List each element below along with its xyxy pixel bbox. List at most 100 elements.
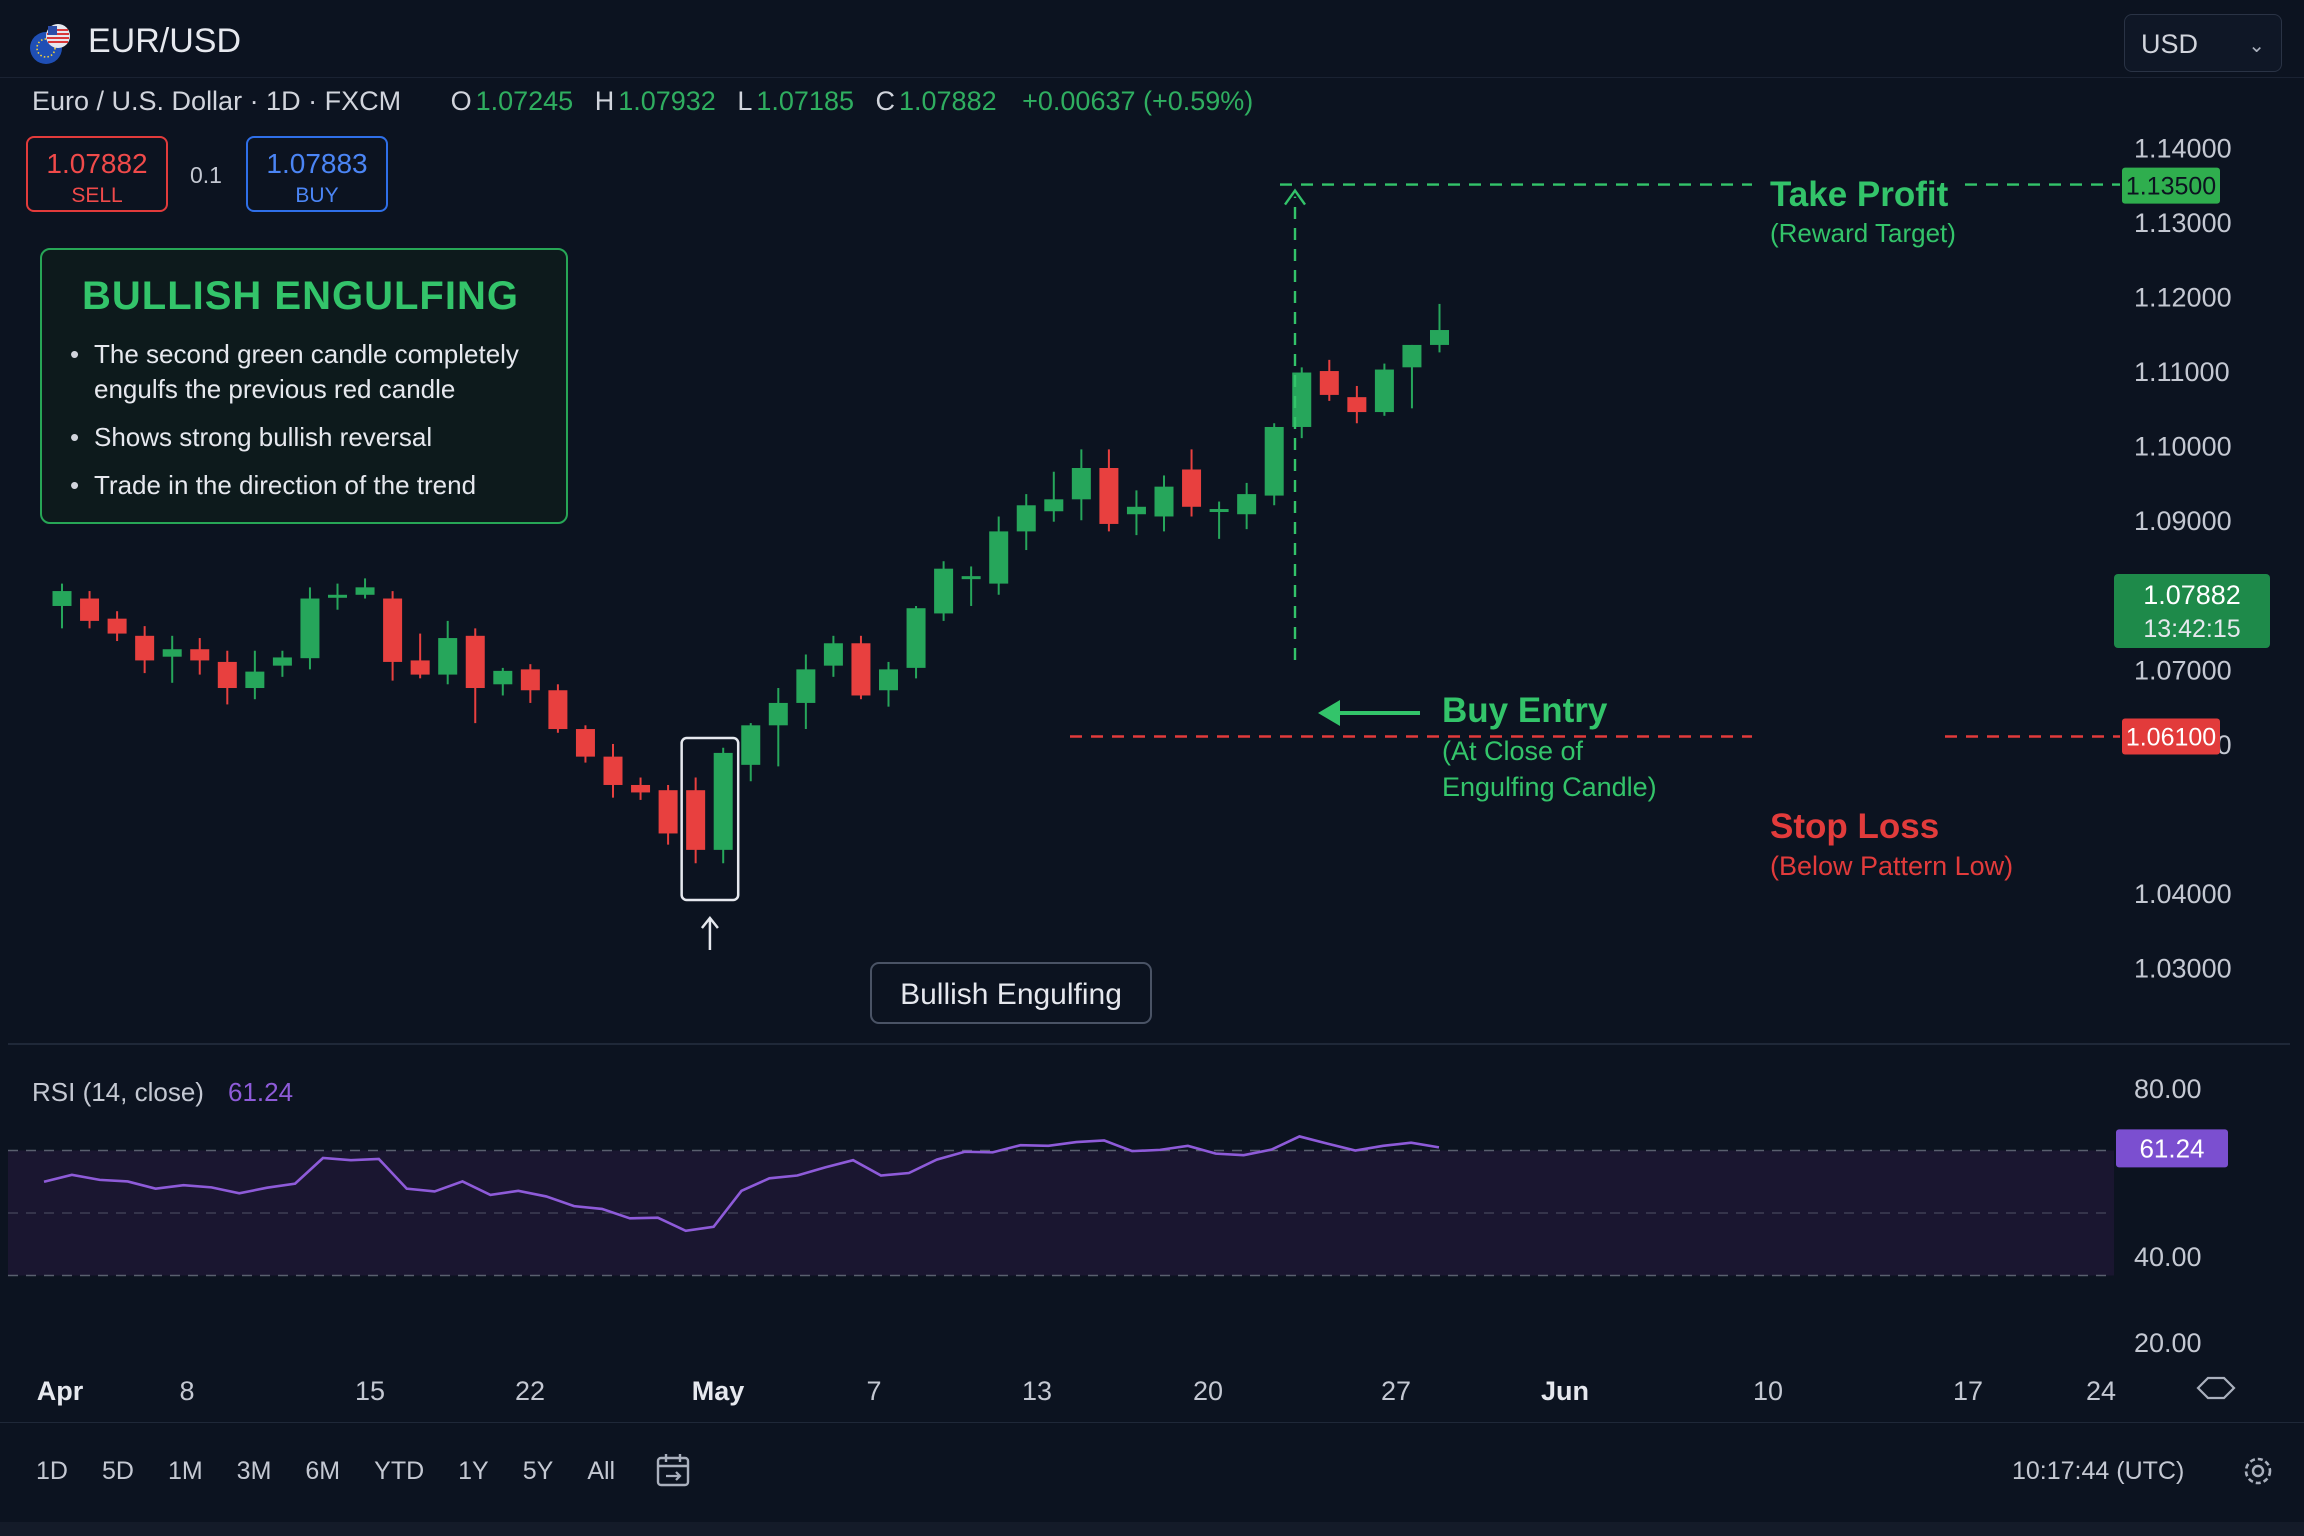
buy-label: BUY xyxy=(295,184,339,207)
time-axis-label: 17 xyxy=(1953,1376,1983,1406)
bullish-candle xyxy=(906,608,926,668)
pattern-bullet: The second green candle completely engul… xyxy=(70,337,550,407)
rsi-value-tag xyxy=(2116,1129,2228,1168)
range-ytd[interactable]: YTD xyxy=(374,1457,425,1485)
bullish-candle xyxy=(162,649,182,657)
range-1d[interactable]: 1D xyxy=(36,1457,68,1485)
currency-value: USD xyxy=(2141,29,2199,59)
buy-entry-subtitle: (At Close of xyxy=(1442,736,1584,766)
bullish-candle xyxy=(1264,426,1284,496)
symbol-title[interactable]: EUR/USD xyxy=(88,22,242,60)
bullish-candle xyxy=(1044,499,1064,512)
price-axis-label: 1.10000 xyxy=(2134,432,2232,462)
pattern-bullet: Shows strong bullish reversal xyxy=(70,420,550,455)
range-1y[interactable]: 1Y xyxy=(458,1457,489,1485)
bullish-candle xyxy=(713,752,733,850)
bullish-candle xyxy=(1374,369,1394,413)
range-5d[interactable]: 5D xyxy=(101,1457,134,1485)
low-value: 1.07185 xyxy=(756,86,854,116)
price-axis-label: 1.09000 xyxy=(2134,506,2232,536)
bearish-candle xyxy=(217,661,237,689)
calendar-goto-icon[interactable] xyxy=(654,1451,694,1491)
candle-countdown: 13:42:15 xyxy=(2143,615,2240,643)
time-axis-label: 27 xyxy=(1381,1376,1411,1406)
price-chart[interactable]: RSI (14, close) 61.24 Bullish Engulfing Ta… xyxy=(0,0,2304,1422)
rsi-axis-label: 20.00 xyxy=(2134,1328,2202,1358)
bullish-candle xyxy=(355,587,375,595)
bullish-candle xyxy=(796,669,816,703)
bullish-candle xyxy=(1402,344,1422,368)
time-axis-label: 10 xyxy=(1753,1376,1783,1406)
bearish-candle xyxy=(135,635,155,661)
high-label: H xyxy=(594,86,615,116)
time-axis-label: 8 xyxy=(179,1376,194,1406)
bullish-candle xyxy=(989,531,1009,584)
bearish-candle xyxy=(686,790,706,850)
rsi-band xyxy=(8,1150,2114,1276)
bullish-candle xyxy=(1292,372,1312,427)
bearish-candle xyxy=(520,669,540,691)
bullish-candle xyxy=(823,643,843,666)
bullish-candle xyxy=(768,702,788,726)
bearish-candle xyxy=(851,643,871,696)
pattern-title: BULLISH ENGULFING xyxy=(82,274,519,318)
axis-settings-icon[interactable] xyxy=(2196,1376,2236,1400)
gear-icon[interactable] xyxy=(2238,1451,2278,1491)
left-arrow-icon xyxy=(1318,700,1340,726)
stop-loss-price: 1.06100 xyxy=(2126,724,2216,752)
current-price: 1.07882 xyxy=(2143,580,2241,610)
currency-select[interactable]: USD ⌄ xyxy=(2124,14,2282,72)
bullish-candle xyxy=(272,657,292,666)
pattern-info-box: BULLISH ENGULFING The second green candl… xyxy=(40,248,568,524)
buy-entry-title: Buy Entry xyxy=(1442,691,1608,730)
range-1m[interactable]: 1M xyxy=(167,1457,203,1485)
time-axis-label: 20 xyxy=(1193,1376,1223,1406)
bullish-candle xyxy=(1430,330,1449,345)
bullish-candle xyxy=(1016,505,1036,532)
range-5y[interactable]: 5Y xyxy=(522,1457,554,1485)
sell-button[interactable]: 1.07882 SELL xyxy=(26,136,168,212)
low-label: L xyxy=(737,86,753,116)
time-axis-label: 22 xyxy=(515,1376,545,1406)
bullish-candle xyxy=(934,568,954,614)
bullish-candle xyxy=(328,594,347,598)
rsi-axis-label: 40.00 xyxy=(2134,1242,2202,1272)
price-axis-label: 1.12000 xyxy=(2134,282,2232,312)
price-axis-label: 1.04000 xyxy=(2134,879,2232,909)
bearish-candle xyxy=(107,618,127,634)
open-value: 1.07245 xyxy=(475,86,574,116)
bullish-candle xyxy=(741,725,761,765)
stop-loss-title: Stop Loss xyxy=(1770,807,1939,846)
range-3m[interactable]: 3M xyxy=(236,1457,272,1485)
buy-entry-subtitle: Engulfing Candle) xyxy=(1442,772,1657,802)
time-axis-label: 15 xyxy=(355,1376,385,1406)
high-value: 1.07932 xyxy=(618,86,716,116)
bottom-strip xyxy=(0,1522,2304,1536)
up-arrow-icon xyxy=(1284,188,1306,206)
range-all[interactable]: All xyxy=(587,1457,616,1485)
pattern-label: Bullish Engulfing xyxy=(900,978,1122,1011)
bullish-candle xyxy=(52,591,72,606)
buy-price: 1.07883 xyxy=(266,148,368,179)
rsi-axis-label: 80.00 xyxy=(2134,1074,2202,1104)
bearish-candle xyxy=(575,729,595,757)
price-axis-label: 1.13000 xyxy=(2134,208,2232,238)
bearish-candle xyxy=(1347,397,1367,413)
rsi-current-value: 61.24 xyxy=(228,1077,293,1107)
order-quantity[interactable]: 0.1 xyxy=(190,162,222,188)
range-6m[interactable]: 6M xyxy=(305,1457,341,1485)
bullish-candle xyxy=(438,638,458,675)
pattern-bullet-list: The second green candle completely engul… xyxy=(70,337,566,503)
bullish-candle xyxy=(1126,506,1146,515)
time-axis-label: Apr xyxy=(37,1376,84,1406)
bearish-candle xyxy=(548,690,568,730)
buy-button[interactable]: 1.07883 BUY xyxy=(246,136,388,212)
take-profit-subtitle: (Reward Target) xyxy=(1770,218,1956,248)
stop-loss-price-tag xyxy=(2122,718,2220,755)
utc-clock[interactable]: 10:17:44 (UTC) xyxy=(2012,1457,2185,1485)
bullish-candle xyxy=(1237,494,1257,515)
range-selector: 1D 5D 1M 3M 6M YTD 1Y 5Y All xyxy=(36,1457,649,1486)
bullish-candle xyxy=(245,671,265,689)
price-axis-label: 1.11000 xyxy=(2134,357,2230,387)
price-axis-label: 1.14000 xyxy=(2134,133,2232,163)
